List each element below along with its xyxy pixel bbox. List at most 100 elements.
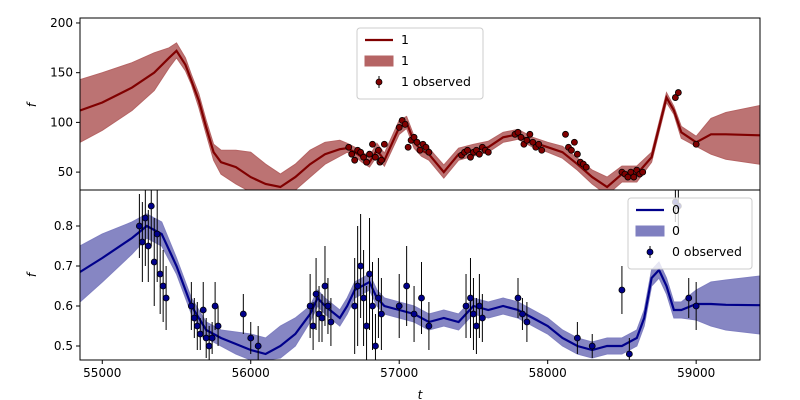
bottom-observed-point [150,258,158,266]
bottom-observed-point [214,322,222,330]
bottom-plot-area [79,189,761,361]
top-legend-label: 1 [401,32,409,47]
bottom-y-axis-label: f [25,271,39,277]
bottom-observed-point [514,294,522,302]
top-observed-point [348,150,356,158]
bottom-observed-point [247,334,255,342]
x-tick-label: 55000 [83,366,121,380]
bottom-observed-point [312,290,320,298]
bottom-observed-point [321,282,329,290]
top-y-axis-label: f [25,101,39,107]
top-y-axis: 50 100 150 200 [50,16,80,179]
bottom-observed-point [309,322,317,330]
top-observed-point [529,138,537,146]
bottom-y-axis: 0.5 0.6 0.7 0.8 [54,219,80,353]
bottom-observed-point [573,334,581,342]
bottom-observed-point [162,294,170,302]
top-observed-point [573,150,581,158]
bottom-observed-point [395,302,403,310]
bottom-observed-point [138,238,146,246]
bottom-observed-point [156,270,164,278]
top-observed-point [410,133,418,141]
top-observed-point [360,153,367,161]
top-observed-point [464,146,471,154]
bottom-observed-point [159,282,167,290]
bottom-observed-point [190,314,198,322]
top-legend-box [356,27,484,100]
bottom-observed-point [187,302,195,310]
bottom-observed-point [211,302,219,310]
top-observed-point [535,140,543,148]
bottom-observed-point [153,230,161,238]
bottom-observed-point [366,270,373,278]
top-observed-point [568,146,575,154]
bottom-observed-point [467,294,474,302]
top-legend-label: 1 observed [401,74,471,89]
x-tick-label: 59000 [677,366,715,380]
bottom-observed-point [470,310,477,318]
top-observed-point [380,140,388,148]
top-observed-point [639,168,647,176]
bottom-observed-point [208,334,216,342]
bottom-observed-point [239,310,247,318]
bottom-observed-point [357,262,365,270]
bottom-observed-point [196,330,204,338]
bottom-observed-point [318,314,326,322]
bottom-observed-point [692,302,700,310]
bottom-y-tick-label: 0.6 [54,299,73,313]
bottom-observed-point [410,310,418,318]
bottom-observed-point [475,302,483,310]
top-y-tick-label: 150 [50,66,73,80]
top-panel: 50 100 150 200 f 1 1 1 observed [25,16,761,191]
bottom-observed-point [363,322,370,330]
top-observed-point [416,146,424,154]
x-axis-label: t [418,388,424,400]
bottom-observed-point [199,306,207,314]
top-y-tick-label: 100 [50,115,73,129]
bottom-observed-point [403,282,411,290]
bottom-observed-point [306,302,314,310]
top-observed-point [674,89,682,96]
top-plot-area [79,17,761,191]
bottom-legend-label: 0 [672,202,680,217]
bottom-observed-point [588,342,596,350]
bottom-observed-point [205,342,213,350]
top-observed-point [404,143,412,151]
top-observed-point [413,138,421,146]
bottom-observed-point [324,302,332,310]
top-observed-point [422,143,430,151]
bottom-y-tick-label: 0.8 [54,219,73,233]
top-legend: 1 1 1 observed [356,27,484,100]
top-observed-point [514,128,522,136]
top-observed-point [484,148,492,156]
top-observed-point [467,153,474,161]
bottom-observed-point [523,318,531,326]
bottom-panel: 0.5 0.6 0.7 0.8 55000 56000 57000 58000 59000 f… [25,189,761,400]
top-y-tick-label: 50 [58,165,73,179]
top-observed-point [475,150,483,158]
bottom-legend-point-swatch [646,248,654,256]
bottom-legend-box [627,197,753,270]
top-observed-point [345,143,353,151]
bottom-observed-point [519,310,526,318]
top-observed-point [372,153,379,161]
bottom-observed-point [327,318,335,326]
top-observed-point [523,136,531,144]
top-legend-patch-swatch [364,55,394,67]
top-observed-point [517,133,525,141]
bottom-observed-point [418,294,425,302]
top-y-tick-label: 200 [50,16,73,30]
top-observed-point [401,120,409,128]
top-observed-point [571,138,578,146]
bottom-observed-point [625,350,633,358]
bottom-observed-point [425,322,433,330]
top-observed-point [351,156,359,164]
bottom-legend-patch-swatch [635,225,665,237]
top-observed-point [425,148,433,156]
bottom-y-tick-label: 0.5 [54,339,73,353]
x-tick-label: 58000 [529,366,567,380]
bottom-observed-point [254,342,262,350]
top-observed-point [582,163,590,171]
bottom-observed-point [354,282,362,290]
top-confidence-band [80,42,760,190]
